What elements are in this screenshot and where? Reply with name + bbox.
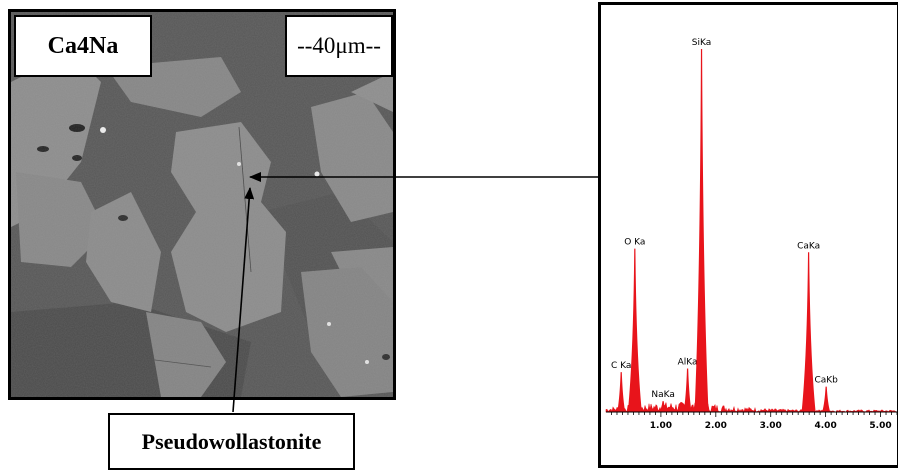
peak-cakb	[822, 386, 831, 412]
phase-label: Pseudowollastonite	[108, 413, 355, 470]
sample-label: Ca4Na	[14, 15, 152, 77]
x-tick-label: 5.00	[869, 421, 891, 431]
peak-label: CaKa	[797, 241, 820, 251]
sem-micrograph: Ca4Na --40μm--	[8, 9, 396, 400]
peak-c-ka	[617, 372, 626, 412]
peak-label: AlKa	[678, 357, 698, 367]
peak-alka	[683, 368, 692, 412]
x-tick-label: 3.00	[760, 421, 782, 431]
peak-naka	[659, 401, 668, 412]
scale-bar-label: --40μm--	[285, 15, 393, 77]
x-tick-label: 2.00	[705, 421, 727, 431]
eds-spectrum-chart: C Ka O Ka NaKa AlKa SiKa CaKa CaKb 1.00 2.00 3.00…	[605, 38, 897, 431]
spectrum-background	[605, 401, 897, 413]
peak-sika	[694, 49, 709, 412]
x-tick-label: 1.00	[650, 421, 672, 431]
peak-caka	[801, 252, 816, 412]
eds-spectrum-panel: C Ka O Ka NaKa AlKa SiKa CaKa CaKb 1.00 2.00 3.00…	[598, 2, 898, 468]
peak-label: CaKb	[814, 376, 838, 386]
peak-label: SiKa	[692, 38, 711, 48]
peak-o-ka	[627, 248, 642, 412]
x-tick-label: 4.00	[815, 421, 837, 431]
peak-label: O Ka	[624, 238, 645, 248]
peak-label: NaKa	[651, 390, 675, 400]
peak-label: C Ka	[611, 361, 631, 371]
